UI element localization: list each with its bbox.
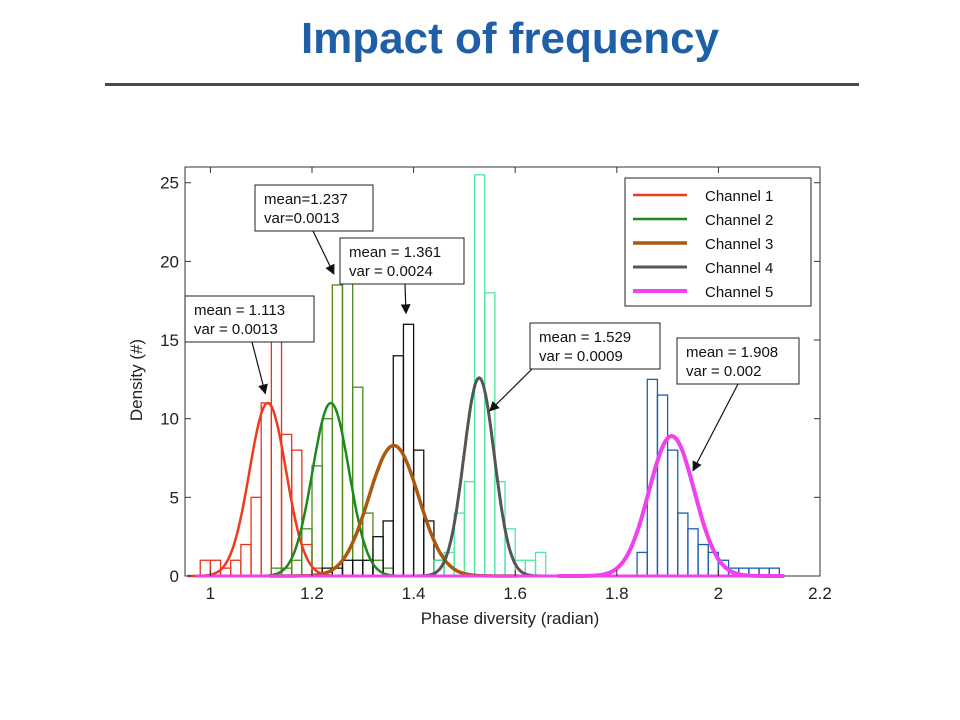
annotation-5: mean = 1.908 var = 0.002 <box>676 337 800 472</box>
annotation-text-4-1: mean = 1.529 <box>539 329 631 346</box>
annotation-box-2 <box>339 237 465 285</box>
annotation-arrow-3 <box>251 341 268 395</box>
legend-entry-2: Channel 2 <box>705 212 773 229</box>
annotation-text-2-1: mean = 1.361 <box>349 244 441 261</box>
annotation-text-5-2: var = 0.002 <box>686 363 761 380</box>
x-tick-label-4: 1.6 <box>503 584 527 603</box>
slide-title: Impact of frequency <box>300 14 720 63</box>
annotation-4: mean = 1.529 var = 0.0009 <box>489 322 661 412</box>
axis-ticks: 1 1.2 1.4 1.6 1.8 2 2.2 0 5 10 15 20 25 <box>160 167 832 603</box>
legend: Channel 1 Channel 2 Channel 3 Channel 4 Chan… <box>624 177 812 307</box>
legend-entry-3: Channel 3 <box>705 236 773 253</box>
y-tick-label-1: 0 <box>170 567 179 586</box>
x-axis-label: Phase diversity (radian) <box>421 609 600 628</box>
x-tick-label-6: 2 <box>714 584 723 603</box>
annotation-1: mean=1.237 var=0.0013 <box>254 184 374 275</box>
legend-entry-4: Channel 4 <box>705 260 773 277</box>
y-tick-label-3: 10 <box>160 410 179 429</box>
annotation-text-5-1: mean = 1.908 <box>686 344 778 361</box>
x-tick-label-7: 2.2 <box>808 584 832 603</box>
annotation-text-1-1: mean=1.237 <box>264 191 348 208</box>
y-axis-label: Density (#) <box>127 339 146 421</box>
annotation-text-3-1: mean = 1.113 <box>194 302 285 319</box>
annotation-text-3-2: var = 0.0013 <box>194 321 278 338</box>
legend-entry-1: Channel 1 <box>705 188 773 205</box>
legend-entry-5: Channel 5 <box>705 284 773 301</box>
annotations: mean=1.237 var=0.0013 mean = 1.361 var = 0.… <box>184 184 800 472</box>
x-tick-label-3: 1.4 <box>402 584 426 603</box>
title-divider <box>105 83 859 86</box>
annotation-arrow-4 <box>489 368 533 412</box>
annotation-arrow-1 <box>312 230 335 275</box>
annotation-box-3 <box>184 295 315 343</box>
y-tick-label-2: 5 <box>170 488 179 507</box>
x-tick-label-2: 1.2 <box>300 584 324 603</box>
density-curves <box>187 376 785 578</box>
x-tick-label-1: 1 <box>206 584 215 603</box>
annotation-text-2-2: var = 0.0024 <box>349 263 433 280</box>
histogram-bars <box>199 174 781 577</box>
annotation-box-4 <box>529 322 661 370</box>
annotation-arrow-5 <box>692 383 739 472</box>
annotation-text-4-2: var = 0.0009 <box>539 348 623 365</box>
y-tick-label-6: 25 <box>160 174 179 193</box>
annotation-box-5 <box>676 337 800 385</box>
annotation-3: mean = 1.113 var = 0.0013 <box>184 295 315 395</box>
y-tick-label-4: 15 <box>160 331 179 350</box>
y-tick-label-5: 20 <box>160 252 179 271</box>
annotation-arrow-2 <box>400 283 411 315</box>
x-tick-label-5: 1.8 <box>605 584 629 603</box>
annotation-text-1-2: var=0.0013 <box>264 210 339 227</box>
annotation-box-1 <box>254 184 374 232</box>
annotation-2: mean = 1.361 var = 0.0024 <box>339 237 465 315</box>
